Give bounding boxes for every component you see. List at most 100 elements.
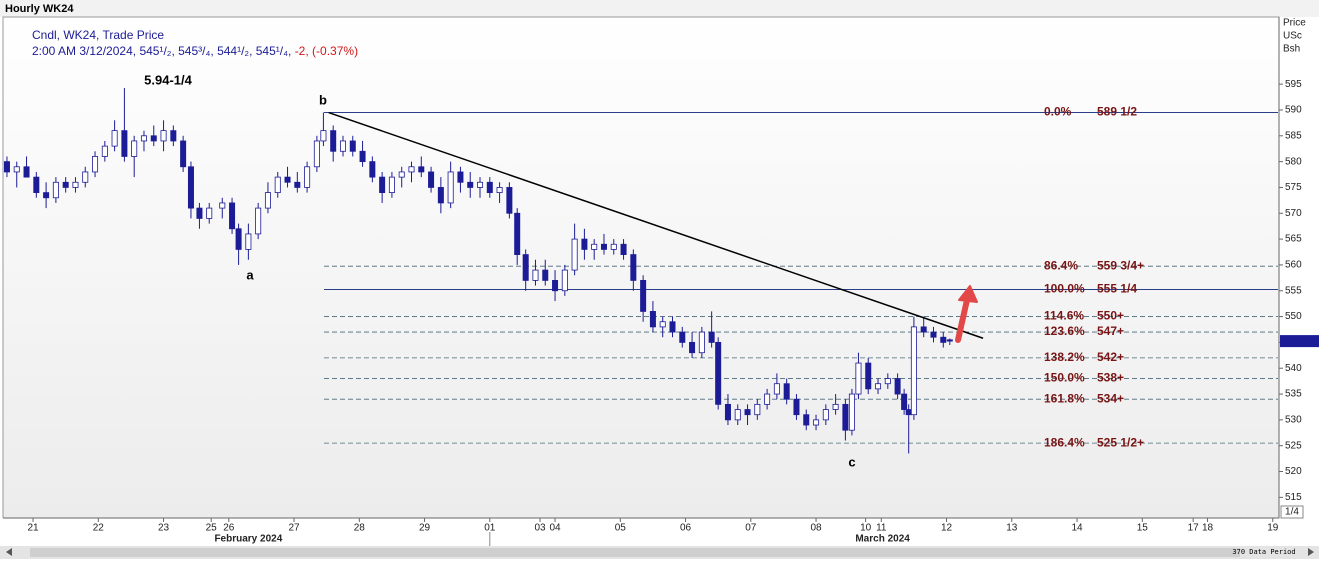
scroll-left[interactable] (6, 548, 12, 556)
x-tick-label: 18 (1202, 523, 1214, 534)
candle-body (467, 181, 474, 188)
candle-body (3, 161, 10, 173)
month-label: March 2024 (855, 534, 910, 545)
x-tick-label: 21 (27, 523, 39, 534)
fib-pct: 100.0% (1044, 282, 1085, 296)
x-tick-label: 27 (288, 523, 300, 534)
y-axis-area (1279, 17, 1319, 518)
y-tick-label: 520 (1285, 466, 1302, 477)
fib-price: 559 3/4+ (1097, 258, 1144, 272)
fib-price: 589 1/2 (1097, 105, 1137, 119)
candle-body (832, 403, 839, 410)
candle-body (865, 362, 872, 390)
candle-body (764, 393, 771, 405)
x-tick-label: 13 (1006, 523, 1018, 534)
candle-body (150, 135, 157, 142)
x-tick-label: 29 (419, 523, 431, 534)
candle-body (581, 238, 588, 250)
y-axis-title: USc (1283, 31, 1302, 42)
candle-body (52, 181, 59, 199)
candle-body (398, 171, 405, 178)
candle-body (388, 176, 395, 194)
y-tick-label: 560 (1285, 260, 1302, 271)
candle-body (196, 207, 203, 219)
candle-body (477, 181, 484, 188)
legend-time: 2:00 AM 3/12/2024, (32, 44, 136, 58)
y-tick-label: 595 (1285, 79, 1302, 90)
y-tick-label: 515 (1285, 492, 1302, 503)
candle-body (875, 383, 882, 390)
candle-body (313, 140, 320, 168)
x-tick-label: 28 (354, 523, 366, 534)
x-tick-label: 15 (1137, 523, 1149, 534)
candle-body (773, 383, 780, 395)
candle-body (894, 378, 901, 395)
x-axis-area (0, 518, 1279, 546)
candle-body (330, 130, 337, 152)
fib-price: 538+ (1097, 371, 1124, 385)
candle-body (754, 403, 761, 416)
fib-pct: 138.2% (1044, 350, 1085, 364)
candle-body (180, 140, 187, 168)
scroll-right[interactable] (1308, 548, 1314, 556)
x-tick-label: 01 (484, 523, 496, 534)
candle-body (591, 243, 598, 250)
candle-body (571, 238, 578, 271)
scrollbar-thumb[interactable] (30, 548, 1240, 557)
candle-body (783, 383, 790, 400)
candle-body (349, 140, 356, 152)
candle-body (910, 326, 917, 416)
month-label: February 2024 (214, 534, 282, 545)
candle-body (160, 130, 167, 142)
candle-body (418, 166, 425, 173)
candle-body (842, 403, 849, 431)
candle-body (689, 341, 696, 354)
candle-body (506, 187, 513, 214)
fib-pct: 186.4% (1044, 435, 1085, 449)
annotation: 5.94-1/4 (144, 72, 192, 87)
candle-body (640, 280, 647, 312)
candle-body (542, 269, 549, 281)
candle-body (304, 166, 311, 188)
y-tick-label: 575 (1285, 182, 1302, 193)
candle-body (140, 135, 147, 142)
fib-price: 550+ (1097, 309, 1124, 323)
x-tick-label: 07 (745, 523, 757, 534)
candle-body (187, 166, 194, 209)
fib-price: 555 1/4 (1097, 282, 1137, 296)
fib-pct: 114.6% (1044, 309, 1084, 323)
candle-body (111, 130, 118, 147)
candle-body (901, 393, 908, 410)
scale-box[interactable] (1280, 505, 1304, 519)
fib-price: 542+ (1097, 350, 1124, 364)
plot-area (2, 16, 1280, 519)
candle-body (408, 166, 415, 173)
candle-body (610, 243, 617, 250)
candle-body (679, 331, 686, 343)
annotation: b (319, 92, 327, 107)
candle-body (121, 130, 128, 157)
candle-body (715, 341, 722, 405)
y-axis-title: Bsh (1283, 44, 1300, 55)
candle-body (274, 176, 281, 194)
arrow (955, 285, 978, 343)
legend-high: 545³/₄, (178, 44, 214, 58)
fib-price: 534+ (1097, 391, 1124, 405)
y-tick-label: 535 (1285, 389, 1302, 400)
candle-body (255, 207, 262, 235)
scale-box-label: 1/4 (1285, 507, 1299, 518)
candle-body (428, 171, 435, 188)
candle-body (219, 202, 226, 209)
y-tick-label: 550 (1285, 311, 1302, 322)
candle-body (43, 192, 50, 199)
candle-body (822, 409, 829, 421)
x-tick-label: 08 (810, 523, 822, 534)
y-tick-label: 585 (1285, 130, 1302, 141)
candle-body (101, 145, 108, 157)
x-tick-label: 17 (1188, 523, 1200, 534)
y-tick-label: 580 (1285, 156, 1302, 167)
fib-pct: 161.8% (1044, 391, 1085, 405)
candle-body (284, 176, 291, 183)
